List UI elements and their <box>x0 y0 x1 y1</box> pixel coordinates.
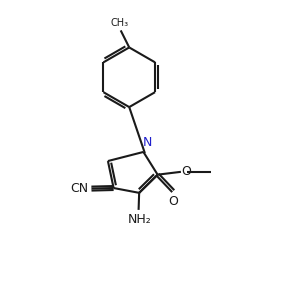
Text: CN: CN <box>70 182 88 195</box>
Text: O: O <box>181 165 191 178</box>
Text: NH₂: NH₂ <box>127 213 151 226</box>
Text: N: N <box>143 136 153 149</box>
Text: O: O <box>168 195 178 208</box>
Text: CH₃: CH₃ <box>110 18 128 29</box>
